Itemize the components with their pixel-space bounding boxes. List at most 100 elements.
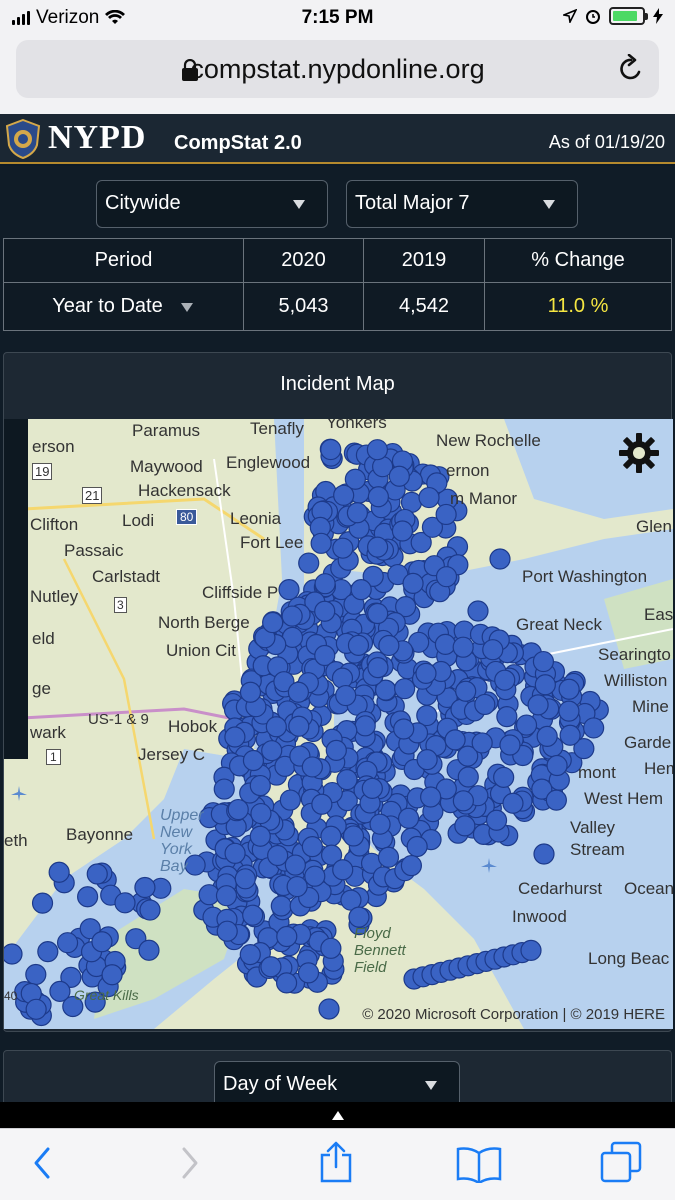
incident-marker[interactable] (288, 715, 310, 737)
incident-marker[interactable] (336, 769, 358, 791)
incident-marker[interactable] (346, 502, 368, 524)
incident-marker[interactable] (342, 825, 365, 847)
incident-marker[interactable] (297, 962, 320, 984)
incident-marker[interactable] (215, 885, 238, 907)
back-icon[interactable] (30, 1145, 54, 1181)
incident-marker[interactable] (60, 966, 82, 989)
incident-marker[interactable] (333, 484, 355, 506)
incident-marker[interactable] (367, 486, 389, 508)
incident-marker[interactable] (406, 835, 428, 858)
incident-marker[interactable] (249, 774, 271, 797)
bookmarks-icon[interactable] (456, 1145, 502, 1183)
incident-marker[interactable] (184, 854, 206, 876)
incident-marker[interactable] (367, 657, 389, 679)
incident-marker[interactable] (227, 798, 249, 821)
incident-marker[interactable] (452, 636, 474, 658)
incident-marker[interactable] (502, 792, 524, 814)
incident-marker[interactable] (281, 605, 303, 627)
incident-marker[interactable] (314, 644, 336, 667)
incident-marker[interactable] (224, 842, 246, 864)
tabs-icon[interactable] (600, 1141, 642, 1183)
incident-marker[interactable] (402, 572, 424, 594)
incident-marker[interactable] (286, 875, 308, 898)
incident-marker[interactable] (362, 565, 384, 588)
incident-marker[interactable] (452, 790, 474, 812)
incident-marker[interactable] (101, 964, 123, 986)
incident-marker[interactable] (278, 579, 300, 601)
incident-marker[interactable] (435, 566, 458, 588)
incident-marker[interactable] (261, 740, 283, 762)
incident-marker[interactable] (395, 596, 417, 618)
incident-marker[interactable] (558, 700, 580, 722)
incident-marker[interactable] (410, 531, 432, 554)
scroll-hint[interactable] (0, 1102, 675, 1128)
incident-marker[interactable] (224, 726, 246, 748)
incident-marker[interactable] (344, 468, 366, 490)
incident-marker[interactable] (284, 854, 306, 876)
incident-marker[interactable] (311, 793, 333, 815)
incident-marker[interactable] (250, 802, 272, 825)
incident-marker[interactable] (48, 861, 70, 883)
incident-marker[interactable] (416, 704, 438, 727)
day-of-week-select[interactable]: Day of Week (214, 1061, 460, 1105)
incident-marker[interactable] (249, 825, 271, 847)
incident-marker[interactable] (62, 995, 84, 1018)
incident-marker[interactable] (378, 634, 400, 657)
incident-marker[interactable] (471, 732, 493, 754)
incident-marker[interactable] (418, 486, 440, 509)
incident-marker[interactable] (415, 662, 437, 684)
incident-marker[interactable] (434, 633, 457, 655)
incident-marker[interactable] (320, 844, 343, 866)
incident-marker[interactable] (234, 868, 256, 890)
gear-icon[interactable] (617, 431, 661, 475)
address-bar[interactable]: compstat.nypdonline.org (16, 40, 659, 98)
incident-marker[interactable] (320, 438, 342, 461)
incident-marker[interactable] (239, 943, 261, 966)
incident-marker[interactable] (114, 892, 136, 914)
incident-marker[interactable] (320, 937, 342, 959)
incident-marker[interactable] (91, 931, 113, 953)
incident-marker[interactable] (332, 537, 354, 559)
incident-marker[interactable] (25, 963, 47, 986)
incident-marker[interactable] (546, 754, 568, 777)
incident-marker[interactable] (444, 729, 466, 751)
incident-marker[interactable] (558, 678, 580, 700)
incident-marker[interactable] (138, 939, 160, 961)
incident-marker[interactable] (536, 725, 558, 747)
incident-marker[interactable] (260, 956, 282, 978)
incident-marker[interactable] (531, 778, 553, 800)
incident-marker[interactable] (86, 863, 108, 885)
incident-marker[interactable] (393, 718, 415, 740)
incident-marker[interactable] (348, 906, 370, 928)
incident-marker[interactable] (216, 920, 238, 942)
incident-marker[interactable] (421, 516, 444, 538)
incident-marker[interactable] (520, 939, 542, 962)
incident-marker[interactable] (49, 980, 71, 1002)
incident-marker[interactable] (532, 650, 555, 673)
incident-marker[interactable] (347, 634, 370, 657)
incident-marker[interactable] (573, 737, 595, 760)
incident-marker[interactable] (545, 789, 567, 811)
incident-marker[interactable] (454, 815, 476, 837)
incident-marker[interactable] (391, 520, 414, 542)
incident-marker[interactable] (314, 600, 336, 622)
incident-marker[interactable] (213, 778, 235, 800)
incident-marker[interactable] (496, 706, 518, 728)
forward-icon[interactable] (178, 1145, 202, 1181)
incident-marker[interactable] (242, 904, 264, 926)
incident-marker[interactable] (325, 739, 347, 761)
incident-marker[interactable] (499, 734, 521, 756)
incident-marker[interactable] (270, 895, 292, 917)
incident-marker[interactable] (262, 611, 284, 634)
incident-marker[interactable] (467, 600, 489, 622)
incident-marker[interactable] (533, 843, 555, 865)
incident-marker[interactable] (559, 724, 581, 746)
incident-marker[interactable] (301, 756, 323, 778)
incident-marker[interactable] (369, 813, 391, 835)
incident-marker[interactable] (84, 991, 106, 1013)
incident-marker[interactable] (340, 889, 362, 911)
incident-marker[interactable] (273, 671, 295, 693)
incident-marker[interactable] (583, 717, 605, 739)
incident-marker[interactable] (242, 749, 265, 772)
incident-marker[interactable] (388, 465, 410, 487)
